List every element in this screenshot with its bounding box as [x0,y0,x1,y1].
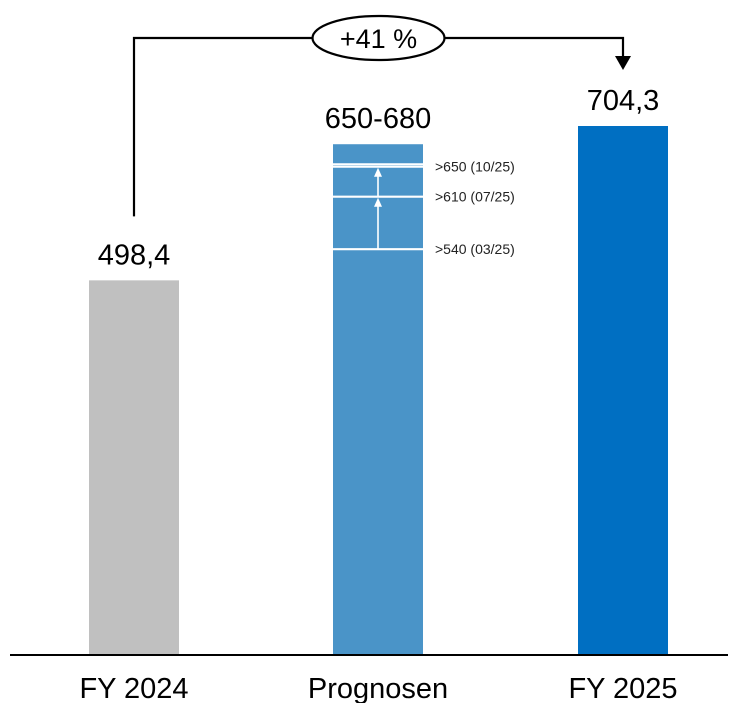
value-label: 650-680 [325,103,431,135]
category-label: FY 2025 [568,673,677,703]
growth-badge [311,14,446,62]
growth-arrowhead [615,56,631,70]
bars-group [89,126,668,655]
growth-label: +41 % [340,24,417,54]
forecast-step-label: >610 (07/25) [435,189,515,205]
category-label: FY 2024 [79,673,188,703]
category-labels-group: FY 2024 Prognosen FY 2025 [79,673,677,703]
category-label: Prognosen [308,673,448,703]
value-labels-group: 498,4 650-680 704,3 [98,85,660,271]
value-label: 498,4 [98,239,171,271]
bar-fy-2025 [578,126,668,654]
forecast-steps-group: >540 (03/25) >610 (07/25) >650 (10/25) [333,159,515,257]
value-label: 704,3 [587,85,660,117]
forecast-step-label: >650 (10/25) [435,159,515,175]
bar-fy-2024 [89,280,179,654]
forecast-step-arrowhead [374,167,382,177]
forecast-step-label: >540 (03/25) [435,241,515,257]
forecast-step-arrowhead [374,197,382,207]
